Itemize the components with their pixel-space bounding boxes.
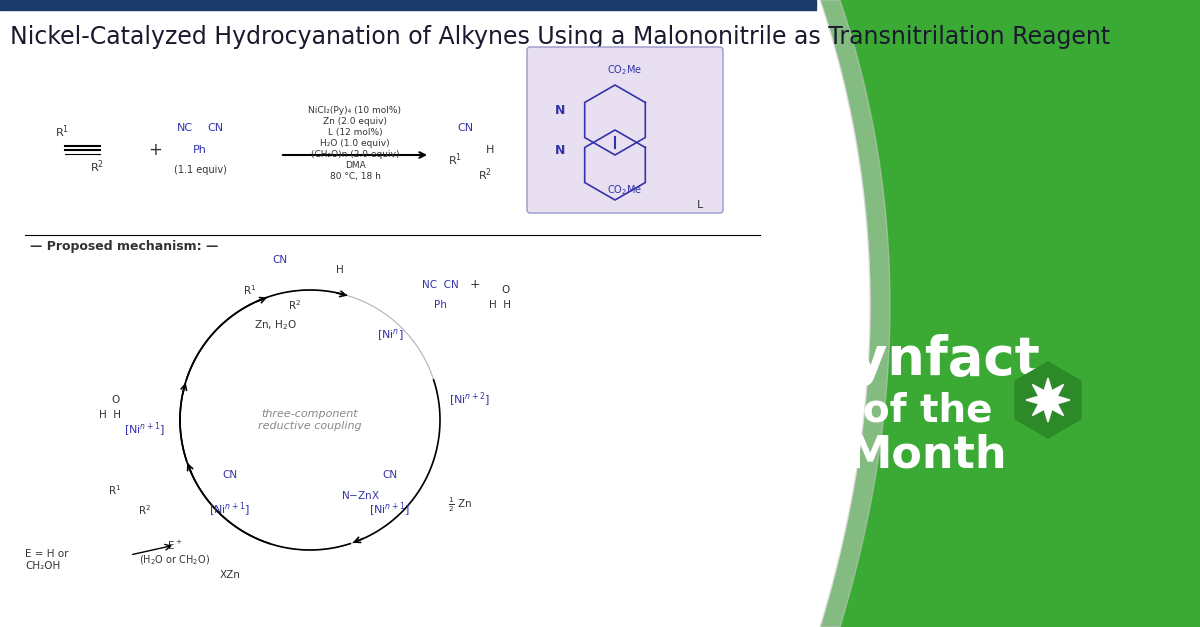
- Text: +: +: [148, 141, 162, 159]
- Text: Synfact: Synfact: [816, 334, 1040, 386]
- Bar: [0, 0, 816, 10]
- Text: Zn, H$_2$O: Zn, H$_2$O: [253, 318, 296, 332]
- Text: (CH₂O)n (2.0 equiv): (CH₂O)n (2.0 equiv): [311, 150, 400, 159]
- Text: CO$_2$Me: CO$_2$Me: [607, 63, 642, 77]
- Text: R$^2$: R$^2$: [288, 298, 301, 312]
- Text: R$^1$: R$^1$: [55, 124, 70, 140]
- Text: +: +: [469, 278, 480, 292]
- Text: XZn: XZn: [220, 570, 240, 580]
- Text: DMA: DMA: [344, 161, 365, 170]
- Text: NiCl₂(Py)₄ (10 mol%): NiCl₂(Py)₄ (10 mol%): [308, 106, 402, 115]
- Text: [Ni$^{n+2}$]: [Ni$^{n+2}$]: [450, 391, 491, 409]
- Text: of the: of the: [863, 391, 992, 429]
- Polygon shape: [1026, 378, 1070, 422]
- Text: R$^2$: R$^2$: [138, 503, 151, 517]
- Text: Month: Month: [848, 433, 1008, 477]
- Bar: [816, 0, 1200, 627]
- Text: (1.1 equiv): (1.1 equiv): [174, 165, 227, 175]
- Polygon shape: [0, 0, 870, 627]
- Text: $\frac{1}{2}$ Zn: $\frac{1}{2}$ Zn: [448, 496, 472, 514]
- Text: 80 °C, 18 h: 80 °C, 18 h: [330, 172, 380, 181]
- Text: (H$_2$O or CH$_2$O): (H$_2$O or CH$_2$O): [139, 553, 211, 567]
- Text: R$^1$: R$^1$: [244, 283, 257, 297]
- Text: CN: CN: [206, 123, 223, 133]
- Text: H  H: H H: [490, 300, 511, 310]
- Polygon shape: [1015, 362, 1081, 438]
- Text: L (12 mol%): L (12 mol%): [328, 128, 383, 137]
- Text: NC: NC: [176, 123, 193, 133]
- Text: H  H: H H: [98, 410, 121, 420]
- Text: CN: CN: [457, 123, 473, 133]
- Text: Zn (2.0 equiv): Zn (2.0 equiv): [323, 117, 386, 126]
- Text: [Ni$^{n+1}$]: [Ni$^{n+1}$]: [210, 501, 251, 519]
- Text: CN: CN: [272, 255, 288, 265]
- Text: Nickel-Catalyzed Hydrocyanation of Alkynes Using a Malononitrile as Transnitrila: Nickel-Catalyzed Hydrocyanation of Alkyn…: [10, 25, 1110, 49]
- Text: NC  CN: NC CN: [421, 280, 458, 290]
- Text: R$^1$: R$^1$: [448, 152, 462, 168]
- Text: three-component
reductive coupling: three-component reductive coupling: [258, 409, 362, 431]
- Text: N: N: [554, 103, 565, 117]
- Text: H: H: [336, 265, 344, 275]
- Text: R$^1$: R$^1$: [108, 483, 121, 497]
- Text: E = H or
CH₂OH: E = H or CH₂OH: [25, 549, 68, 571]
- Text: N: N: [554, 144, 565, 157]
- Bar: [0, 0, 816, 627]
- Text: H₂O (1.0 equiv): H₂O (1.0 equiv): [320, 139, 390, 148]
- Text: CN: CN: [383, 470, 397, 480]
- Text: — Proposed mechanism: —: — Proposed mechanism: —: [30, 240, 218, 253]
- Text: O: O: [500, 285, 509, 295]
- Text: E$^+$: E$^+$: [167, 539, 182, 552]
- Text: H: H: [486, 145, 494, 155]
- Text: N$-$ZnX: N$-$ZnX: [341, 489, 379, 501]
- Text: R$^2$: R$^2$: [478, 167, 492, 183]
- Text: O: O: [110, 395, 119, 405]
- Polygon shape: [820, 0, 890, 627]
- Text: [Ni$^{n+1}$]: [Ni$^{n+1}$]: [370, 501, 410, 519]
- Text: CO$_2$Me: CO$_2$Me: [607, 183, 642, 197]
- Text: L: L: [697, 200, 703, 210]
- Text: [Ni$^n$]: [Ni$^n$]: [377, 327, 403, 343]
- Text: CN: CN: [222, 470, 238, 480]
- Text: R$^2$: R$^2$: [90, 159, 104, 175]
- FancyBboxPatch shape: [527, 47, 722, 213]
- Text: Ph: Ph: [433, 300, 446, 310]
- Text: [Ni$^{n+1}$]: [Ni$^{n+1}$]: [125, 421, 166, 439]
- Text: Ph: Ph: [193, 145, 206, 155]
